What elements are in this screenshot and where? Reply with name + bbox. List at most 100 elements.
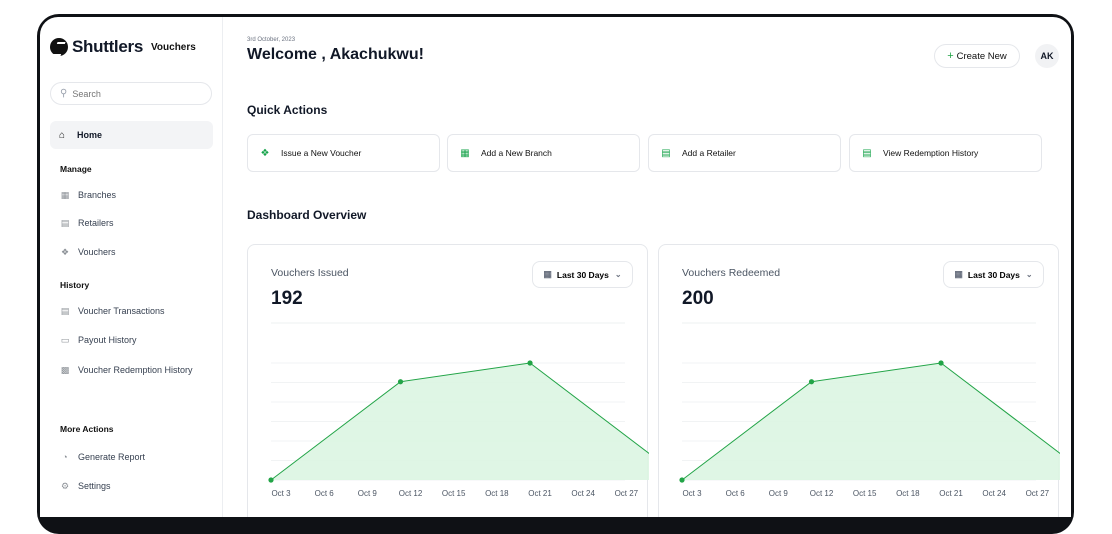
data-point (808, 379, 815, 385)
sidebar-item-voucher-transactions[interactable]: ▤ Voucher Transactions (60, 304, 165, 318)
chevron-down-icon: ⌄ (1025, 270, 1033, 279)
x-tick-label: Oct 6 (726, 489, 746, 498)
x-tick-label: Oct 24 (571, 489, 595, 498)
x-tick-label: Oct 21 (528, 489, 552, 498)
x-tick-label: Oct 27 (1026, 489, 1050, 498)
sidebar-item-branches[interactable]: ▦ Branches (60, 188, 116, 202)
search-icon: ⚲ (60, 88, 68, 99)
card-total: 200 (682, 288, 714, 309)
vouchers-redeemed-chart: Oct 3 Oct 6 Oct 9 Oct 12 Oct 15 Oct 18 Oct 21 O… (679, 322, 1060, 498)
data-point (679, 477, 685, 483)
shuttlers-logo-icon (50, 38, 68, 56)
series-line (681, 362, 1060, 481)
sidebar-item-vouchers[interactable]: ❖ Vouchers (60, 245, 116, 259)
ticket-icon: ❖ (60, 246, 70, 257)
sidebar-item-label: Vouchers (78, 247, 116, 257)
document-icon: ▤ (60, 305, 70, 316)
x-tick-label: Oct 9 (769, 489, 789, 498)
create-new-label: Create New (956, 50, 1007, 62)
quick-action-view-redemption-history[interactable]: ▤ View Redemption History (849, 134, 1042, 172)
main-content: 3rd October, 2023 Welcome , Akachukwu! +… (222, 17, 1071, 517)
ticket-icon: ❖ (260, 147, 270, 159)
sidebar-item-settings[interactable]: ⚙ Settings (60, 479, 111, 493)
create-new-button[interactable]: + Create New (934, 44, 1020, 68)
dashboard-overview-title: Dashboard Overview (247, 208, 367, 222)
vouchers-issued-card: Vouchers Issued 192 ▦ Last 30 Days ⌄ Oct… (247, 244, 649, 517)
x-tick-label: Oct 24 (982, 489, 1006, 498)
card-total: 192 (271, 288, 303, 309)
sidebar-item-home[interactable]: ⌂ Home (50, 121, 213, 149)
history-heading: History (60, 280, 90, 290)
sidebar-item-label: Voucher Transactions (78, 306, 165, 316)
card-title: Vouchers Issued (271, 267, 349, 279)
x-tick-label: Oct 15 (853, 489, 877, 498)
app-window: Shuttlers Vouchers ⚲ ⌂ Home Manage ▦ Bra… (40, 17, 1071, 517)
search-input[interactable] (72, 88, 193, 99)
date-range-dropdown[interactable]: ▦ Last 30 Days ⌄ (532, 261, 633, 288)
quick-action-label: Add a Retailer (682, 148, 736, 158)
data-point (397, 379, 404, 385)
x-tick-label: Oct 18 (485, 489, 509, 498)
x-tick-label: Oct 18 (896, 489, 920, 498)
sidebar: Shuttlers Vouchers ⚲ ⌂ Home Manage ▦ Bra… (40, 17, 223, 517)
search-box[interactable]: ⚲ (50, 82, 212, 105)
data-point (938, 360, 944, 366)
store-icon: ▤ (60, 217, 70, 228)
manage-heading: Manage (60, 164, 92, 174)
x-tick-label: Oct 12 (399, 489, 423, 498)
brand-name: Shuttlers (72, 37, 143, 56)
brand-section: Vouchers (150, 41, 196, 53)
date-range-dropdown[interactable]: ▦ Last 30 Days ⌄ (943, 261, 1044, 288)
quick-action-issue-voucher[interactable]: ❖ Issue a New Voucher (247, 134, 440, 172)
x-tick-label: Oct 21 (939, 489, 963, 498)
gear-icon: ⚙ (60, 480, 70, 491)
sidebar-item-label: Voucher Redemption History (78, 365, 193, 375)
x-tick-label: Oct 15 (442, 489, 466, 498)
series-line (270, 362, 649, 481)
vouchers-issued-chart: Oct 3 Oct 6 Oct 9 Oct 12 Oct 15 Oct 18 Oct 21 O… (268, 322, 649, 498)
calendar-icon: ▦ (543, 269, 552, 279)
chevron-down-icon: ⌄ (614, 270, 622, 279)
series-area (271, 363, 649, 480)
more-actions-heading: More Actions (60, 424, 114, 434)
list-icon: ▤ (862, 147, 872, 159)
building-icon: ▦ (460, 147, 470, 159)
quick-action-label: Issue a New Voucher (281, 148, 362, 158)
calendar-icon: ▦ (954, 269, 963, 279)
quick-action-label: View Redemption History (883, 148, 979, 158)
quick-action-add-branch[interactable]: ▦ Add a New Branch (447, 134, 640, 172)
quick-action-add-retailer[interactable]: ▤ Add a Retailer (648, 134, 841, 172)
plus-icon: + (947, 50, 954, 62)
current-date: 3rd October, 2023 (247, 37, 296, 43)
sidebar-item-voucher-redemption-history[interactable]: ▩ Voucher Redemption History (60, 363, 193, 377)
brand[interactable]: Shuttlers Vouchers (50, 37, 196, 57)
avatar[interactable]: AK (1035, 44, 1059, 68)
store-icon: ▤ (661, 147, 671, 159)
sidebar-item-label: Branches (78, 190, 117, 200)
building-icon: ▦ (60, 189, 70, 200)
quick-actions-title: Quick Actions (247, 103, 328, 117)
x-tick-label: Oct 3 (271, 489, 291, 498)
sidebar-item-label: Payout History (78, 335, 137, 345)
sidebar-item-label: Generate Report (78, 452, 146, 462)
sidebar-item-generate-report[interactable]: ◔ Generate Report (60, 450, 145, 464)
quick-action-label: Add a New Branch (481, 148, 552, 158)
date-range-label: Last 30 Days (967, 269, 1020, 280)
pie-chart-icon: ◔ (62, 452, 68, 462)
sidebar-item-label: Home (77, 130, 103, 140)
home-icon: ⌂ (59, 129, 66, 141)
data-point (268, 477, 274, 483)
x-tick-label: Oct 9 (358, 489, 378, 498)
series-area (682, 363, 1060, 480)
x-tick-label: Oct 27 (615, 489, 639, 498)
sidebar-item-payout-history[interactable]: ▭ Payout History (60, 333, 137, 347)
date-range-label: Last 30 Days (556, 269, 609, 280)
sidebar-item-retailers[interactable]: ▤ Retailers (60, 216, 114, 230)
x-tick-label: Oct 3 (682, 489, 702, 498)
page-title: Welcome , Akachukwu! (247, 46, 424, 63)
sidebar-item-label: Settings (78, 481, 111, 491)
vouchers-redeemed-card: Vouchers Redeemed 200 ▦ Last 30 Days ⌄ O… (658, 244, 1060, 517)
x-tick-label: Oct 6 (315, 489, 335, 498)
data-point (527, 360, 533, 366)
card-title: Vouchers Redeemed (682, 267, 781, 279)
